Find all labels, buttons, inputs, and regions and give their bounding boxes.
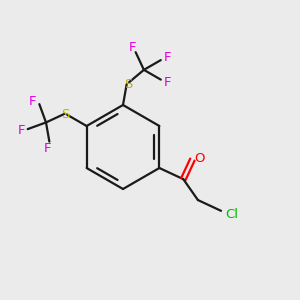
Text: F: F: [128, 41, 136, 54]
Text: F: F: [164, 51, 171, 64]
Text: S: S: [61, 108, 70, 121]
Text: O: O: [195, 152, 205, 165]
Text: F: F: [29, 95, 37, 108]
Text: S: S: [124, 77, 132, 91]
Text: F: F: [44, 142, 52, 155]
Text: F: F: [164, 76, 171, 88]
Text: F: F: [17, 124, 25, 137]
Text: Cl: Cl: [225, 208, 238, 221]
